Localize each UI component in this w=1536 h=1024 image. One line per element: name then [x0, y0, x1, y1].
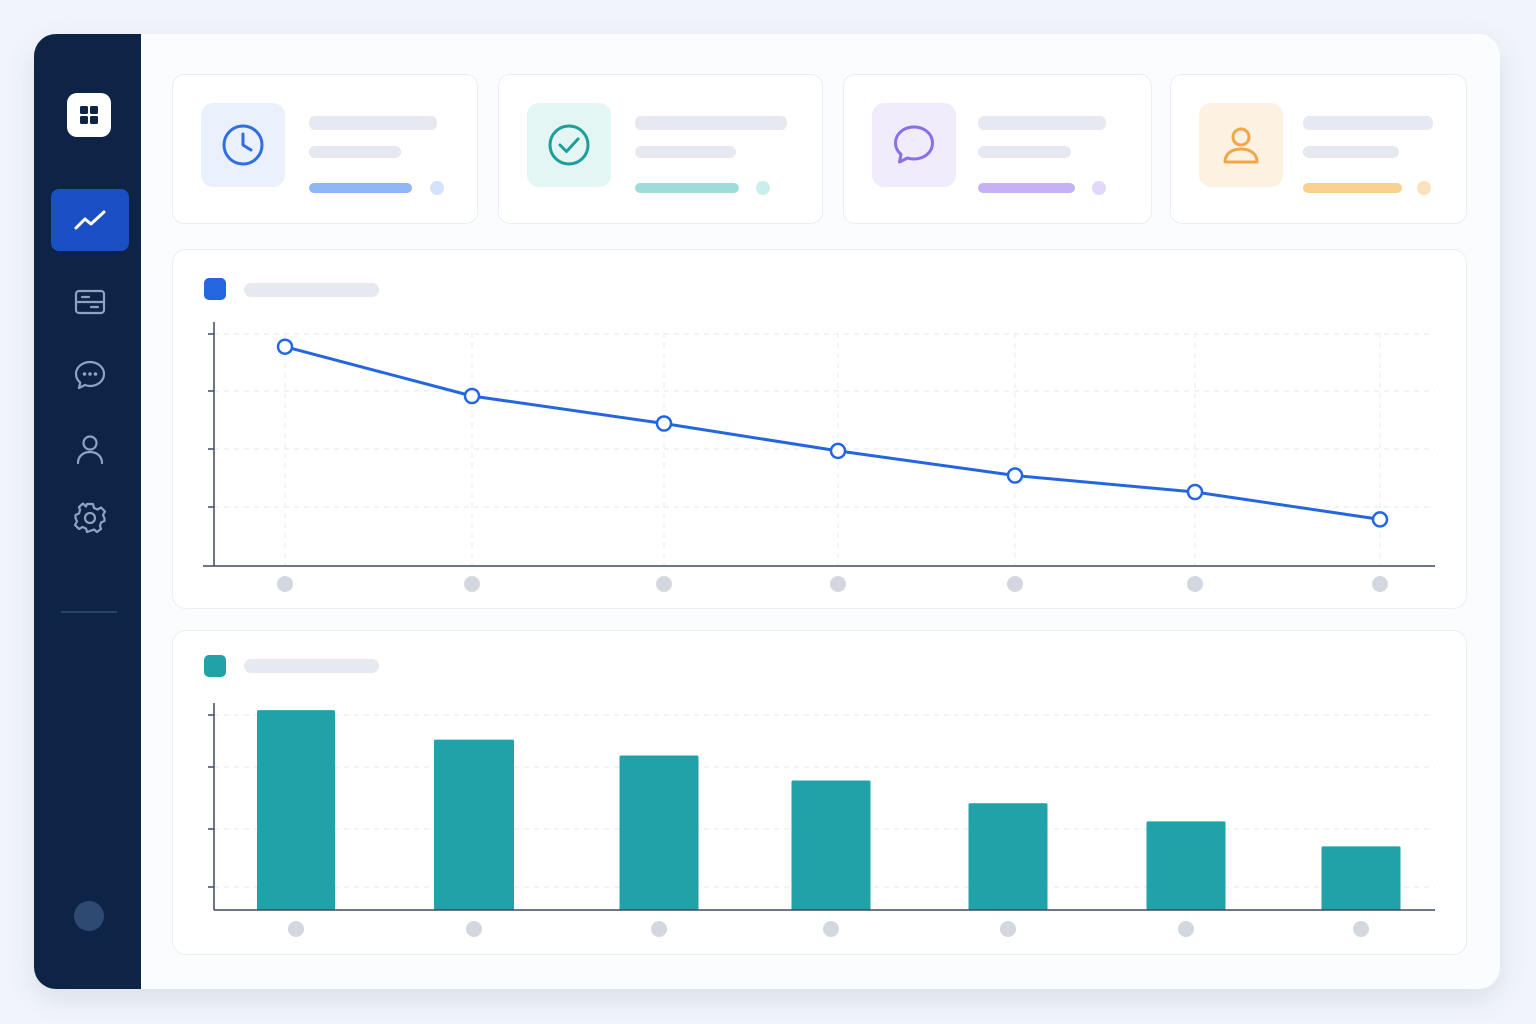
bar-chart	[208, 703, 1435, 937]
sidebar-item-messages[interactable]	[51, 344, 129, 406]
sidebar-item-settings[interactable]	[51, 487, 129, 549]
data-point	[655, 415, 673, 432]
data-point	[463, 387, 481, 405]
bar	[791, 780, 871, 910]
x-tick-placeholder	[1000, 921, 1016, 937]
app-window	[34, 34, 1500, 989]
stat-card-icon-box	[872, 103, 956, 187]
line-chart	[203, 322, 1435, 592]
status-dot	[430, 181, 444, 195]
x-tick-placeholder	[1007, 576, 1023, 592]
sidebar-item-analytics[interactable]	[51, 189, 129, 251]
legend-placeholder	[244, 283, 379, 297]
x-tick-placeholder	[1372, 576, 1388, 592]
x-tick-placeholder	[830, 576, 846, 592]
x-tick-placeholder	[466, 921, 482, 937]
text-placeholder	[978, 116, 1106, 130]
gear-icon	[73, 502, 107, 534]
sidebar-divider	[61, 611, 117, 613]
sidebar	[34, 34, 141, 989]
text-placeholder	[309, 146, 401, 158]
x-tick-placeholder	[288, 921, 304, 937]
stat-card-icon-box	[1199, 103, 1283, 187]
legend-swatch	[204, 655, 226, 677]
data-point	[1186, 483, 1204, 501]
text-placeholder	[1303, 146, 1399, 158]
progress-bar	[978, 183, 1075, 193]
text-placeholder	[635, 116, 787, 130]
chat-bubble-icon	[894, 125, 934, 164]
logo[interactable]	[67, 93, 111, 137]
sidebar-item-users[interactable]	[51, 418, 129, 480]
list-panel-icon	[74, 289, 106, 315]
legend-placeholder	[244, 659, 379, 673]
bar-chart-panel	[172, 630, 1467, 955]
check-circle-icon	[548, 124, 590, 166]
user-icon	[76, 435, 104, 465]
text-placeholder	[635, 146, 736, 158]
bar	[434, 739, 514, 910]
stat-card-time[interactable]	[172, 74, 478, 224]
data-point	[1006, 467, 1024, 484]
bar	[968, 803, 1048, 910]
text-placeholder	[309, 116, 437, 130]
chat-bubble-icon	[74, 360, 106, 390]
x-tick-placeholder	[823, 921, 839, 937]
status-dot	[756, 181, 770, 195]
progress-bar	[635, 183, 739, 193]
status-dot	[1417, 181, 1431, 195]
stat-card-users[interactable]	[1170, 74, 1467, 224]
x-tick-placeholder	[651, 921, 667, 937]
series-line	[284, 345, 1381, 521]
bar	[1146, 821, 1226, 910]
bar	[619, 755, 699, 910]
grid-icon	[80, 106, 98, 124]
progress-bar	[1303, 183, 1402, 193]
clock-icon	[222, 124, 264, 166]
data-point	[829, 442, 847, 460]
line-chart-panel	[172, 249, 1467, 609]
trend-line-icon	[74, 210, 106, 230]
text-placeholder	[1303, 116, 1433, 130]
bar	[257, 710, 335, 910]
data-point	[276, 338, 294, 355]
x-tick-placeholder	[1353, 921, 1369, 937]
x-tick-placeholder	[656, 576, 672, 592]
x-tick-placeholder	[464, 576, 480, 592]
user-icon	[1223, 127, 1259, 164]
progress-bar	[309, 183, 412, 193]
status-dot	[1092, 181, 1106, 195]
sidebar-item-reports[interactable]	[51, 271, 129, 333]
legend-swatch	[204, 278, 226, 300]
stat-card-completed[interactable]	[498, 74, 823, 224]
stat-card-icon-box	[527, 103, 611, 187]
stat-card-messages[interactable]	[843, 74, 1152, 224]
x-tick-placeholder	[277, 576, 293, 592]
bar	[1321, 846, 1401, 910]
text-placeholder	[978, 146, 1071, 158]
avatar[interactable]	[74, 901, 104, 931]
stat-card-icon-box	[201, 103, 285, 187]
data-point	[1371, 511, 1389, 528]
main-content	[141, 34, 1500, 989]
x-tick-placeholder	[1178, 921, 1194, 937]
x-tick-placeholder	[1187, 576, 1203, 592]
